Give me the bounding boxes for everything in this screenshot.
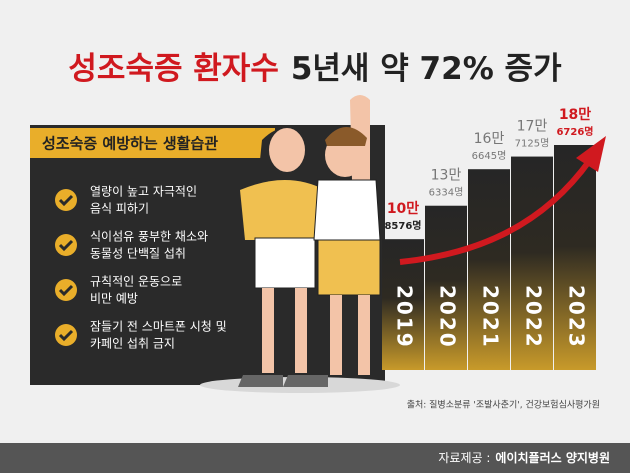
value-label: 6645명 [472,150,507,162]
value-label: 17만 [517,119,548,135]
category-label: 2019 [393,285,417,349]
value-label: 10만 [387,201,419,217]
value-label: 13만 [431,168,462,184]
title-rest: 5년새 약 72% 증가 [291,51,562,87]
panel-item-text: 비만 예방 [90,292,138,306]
check-mark [58,194,74,207]
value-label: 6334명 [429,187,464,199]
panel-item-text: 음식 피하기 [90,202,149,216]
trend-arrow [399,158,593,265]
source: 출처: 질병소분류 '조발사춘기', 건강보험심사평가원 [407,399,600,411]
check-mark [58,329,74,342]
value-label: 16만 [474,131,505,147]
category-label: 2020 [436,285,460,349]
panel-title: 성조숙증 예방하는 생활습관 [42,135,218,153]
value-label: 6726명 [556,125,593,138]
illustration [200,95,400,393]
value-label: 18만 [559,107,591,123]
panel-item-text: 동물성 단백질 섭취 [90,247,186,261]
value-label: 8576명 [384,219,421,232]
title: 성조숙증 환자수 5년새 약 72% 증가 [68,51,562,87]
title-highlight: 성조숙증 환자수 [68,51,278,87]
category-label: 2021 [479,285,503,349]
footer-label: 자료제공 : [438,451,490,465]
trend-arrow-head [576,136,606,172]
panel-item-text: 식이섬유 풍부한 채소와 [90,230,208,244]
footer-text: 자료제공 : 에이치플러스 양지병원 [438,450,610,465]
footer-org: 에이치플러스 양지병원 [495,450,610,465]
panel-item-text: 카페인 섭취 금지 [90,337,175,351]
panel-item-text: 잠들기 전 스마트폰 시청 및 [90,320,227,334]
footer [0,443,630,473]
value-label: 7125명 [515,138,550,150]
panel-item-text: 규칙적인 운동으로 [90,275,182,289]
check-mark [58,239,74,252]
bar [511,156,553,370]
bar [425,205,467,370]
check-mark [58,284,74,297]
category-label: 2022 [522,285,546,349]
panel-header [30,128,275,158]
panel-item-text: 열량이 높고 자극적인 [90,185,197,199]
category-label: 2023 [565,285,589,349]
bar [468,169,510,370]
